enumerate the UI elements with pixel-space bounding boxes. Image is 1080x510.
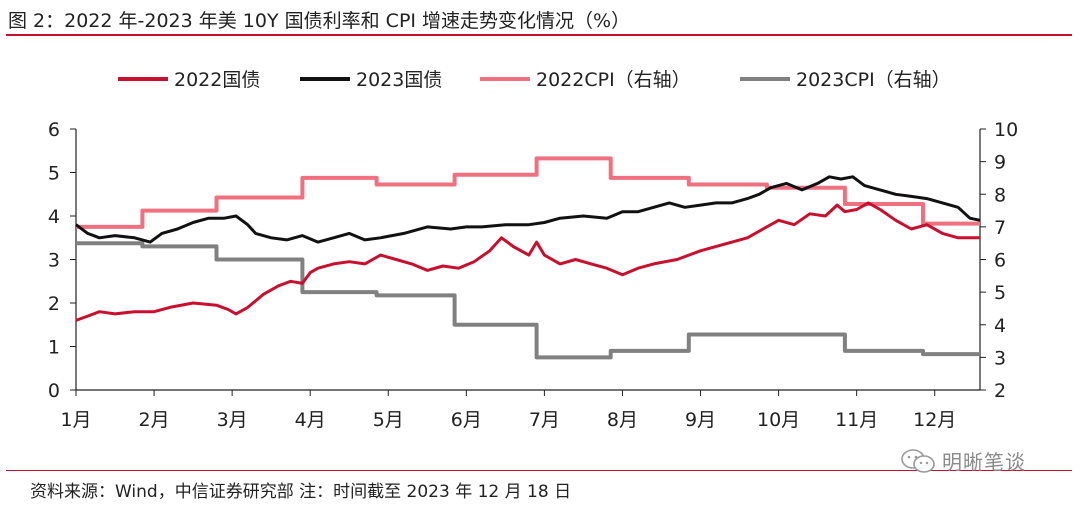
x-tick-label: 2月 [139, 409, 170, 431]
series-line-3 [76, 156, 980, 229]
y-right-tick-label: 7 [994, 217, 1006, 239]
x-tick-label: 1月 [60, 409, 91, 431]
legend-label-3: 2022CPI（右轴） [536, 69, 691, 91]
y-right-tick-label: 5 [994, 282, 1006, 304]
series-line-1 [75, 201, 980, 322]
y-left-tick-label: 5 [48, 163, 60, 185]
y-left-tick-label: 0 [48, 380, 60, 402]
y-right-tick-label: 4 [994, 315, 1006, 337]
series-line-2 [75, 175, 981, 244]
y-right-tick-label: 10 [994, 119, 1018, 141]
legend-label-4: 2023CPI（右轴） [796, 69, 951, 91]
y-right-tick-label: 3 [994, 347, 1006, 369]
y-left-tick-label: 3 [48, 250, 60, 272]
x-tick-label: 6月 [451, 409, 482, 431]
y-right-tick-label: 2 [994, 380, 1006, 402]
y-right-tick-label: 8 [994, 184, 1006, 206]
watermark-text: 明晰笔谈 [942, 450, 1026, 474]
chart-legend: 2022国债 2023国债 2022CPI（右轴） 2023CPI（右轴） [118, 69, 951, 91]
y-left-tick-label: 6 [48, 119, 60, 141]
y-right-tick-label: 9 [994, 152, 1006, 174]
figure-title: 图 2：2022 年-2023 年美 10Y 国债利率和 CPI 增速走势变化情… [8, 10, 631, 32]
x-tick-label: 5月 [373, 409, 404, 431]
footer-rule [6, 470, 1072, 471]
x-tick-label: 4月 [295, 409, 326, 431]
source-note: 资料来源：Wind，中信证券研究部 注：时间截至 2023 年 12 月 18 … [30, 482, 572, 502]
x-tick-label: 12月 [913, 409, 956, 431]
y-left-tick-label: 2 [48, 293, 60, 315]
line-chart: 2022国债 2023国债 2022CPI（右轴） 2023CPI（右轴） 0 1 2 3 4… [48, 69, 1018, 431]
x-tick-label: 3月 [217, 409, 248, 431]
y-left-tick-label: 4 [48, 206, 60, 228]
legend-label-2: 2023国债 [356, 69, 442, 91]
x-tick-label: 7月 [529, 409, 560, 431]
chart-plot-area [75, 156, 981, 360]
x-tick-label: 9月 [685, 409, 716, 431]
series-line-4 [76, 241, 980, 360]
legend-label-1: 2022国债 [174, 69, 260, 91]
title-rule [6, 34, 1072, 36]
y-left-tick-label: 1 [48, 337, 60, 359]
chart-axes: 0 1 2 3 4 5 6 2 3 4 5 6 7 8 9 10 1月 2月 3月 4月 5月 6月 7月 8月 9月 10月 11… [48, 119, 1018, 431]
y-right-tick-label: 6 [994, 250, 1006, 272]
x-tick-label: 10月 [757, 409, 800, 431]
wechat-icon [901, 448, 935, 473]
x-tick-label: 8月 [607, 409, 638, 431]
watermark: 明晰笔谈 [900, 446, 1026, 475]
x-tick-label: 11月 [835, 409, 878, 431]
